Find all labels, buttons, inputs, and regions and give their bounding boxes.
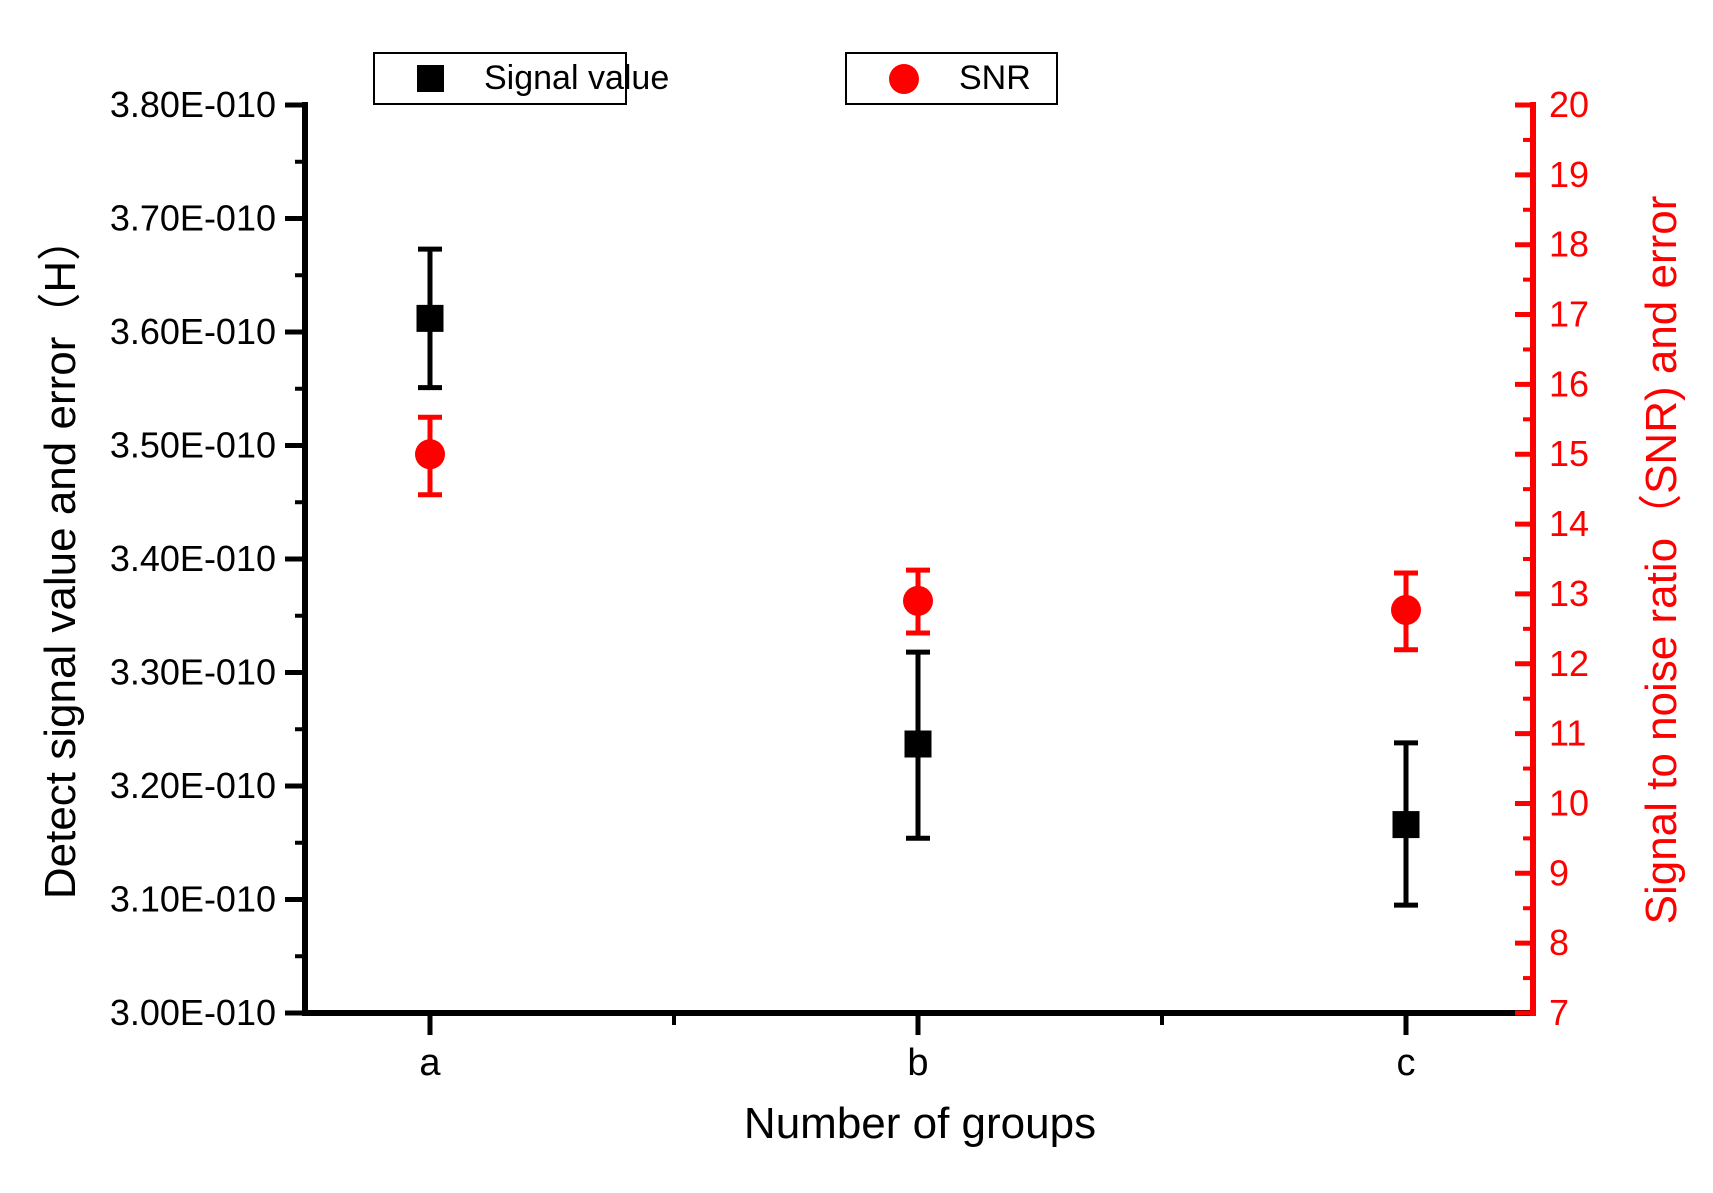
x-axis-title: Number of groups [743,1099,1097,1148]
right-axis-tick-label: 13 [1549,573,1589,614]
right-axis-tick-label: 10 [1549,782,1589,823]
right-axis-title: Signal to noise ratio（SNR) and error [1637,195,1686,925]
right-axis-tick-label: 9 [1549,852,1569,893]
x-axis-tick-label: c [1397,1042,1416,1084]
signal-point-b-marker [904,730,932,758]
right-axis-tick-label: 20 [1549,84,1589,125]
right-axis-tick-label: 12 [1549,643,1589,684]
legend-snr-label: SNR [959,59,1031,97]
legend-signal-value: Signal value [373,52,669,105]
legend-snr: SNR [845,52,1058,105]
snr-point-b-marker [903,585,933,616]
left-axis-tick-label: 3.30E-010 [110,652,276,693]
right-axis-tick-label: 8 [1549,922,1569,963]
left-axis-tick-label: 3.60E-010 [110,311,276,352]
right-axis-tick-label: 18 [1549,224,1589,265]
right-axis-tick-label: 7 [1549,992,1569,1033]
x-axis-tick-label: b [907,1042,928,1084]
right-axis-tick-label: 19 [1549,154,1589,195]
legend-signal-value-label: Signal value [484,59,670,97]
left-axis-tick-label: 3.10E-010 [110,879,276,920]
right-axis-tick-label: 16 [1549,363,1589,404]
right-axis-tick-label: 14 [1549,503,1589,544]
circle-icon [889,63,919,94]
x-axis-tick-label: a [419,1042,441,1084]
left-axis-tick-label: 3.70E-010 [110,198,276,239]
left-axis-tick-label: 3.00E-010 [110,992,276,1033]
left-axis-tick-label: 3.50E-010 [110,425,276,466]
right-axis-tick-label: 15 [1549,433,1589,474]
right-axis-tick-label: 11 [1549,713,1586,754]
left-axis-title: Detect signal value and error（H） [36,216,85,900]
snr-point-a-marker [415,439,445,470]
square-icon [417,65,444,92]
left-axis-tick-label: 3.80E-010 [110,84,276,125]
signal-point-a-marker [416,304,444,332]
left-axis-tick-label: 3.40E-010 [110,538,276,579]
snr-point-c-marker [1391,594,1421,625]
signal-point-c-marker [1392,811,1420,839]
right-axis-tick-label: 17 [1549,294,1589,335]
left-axis-tick-label: 3.20E-010 [110,765,276,806]
